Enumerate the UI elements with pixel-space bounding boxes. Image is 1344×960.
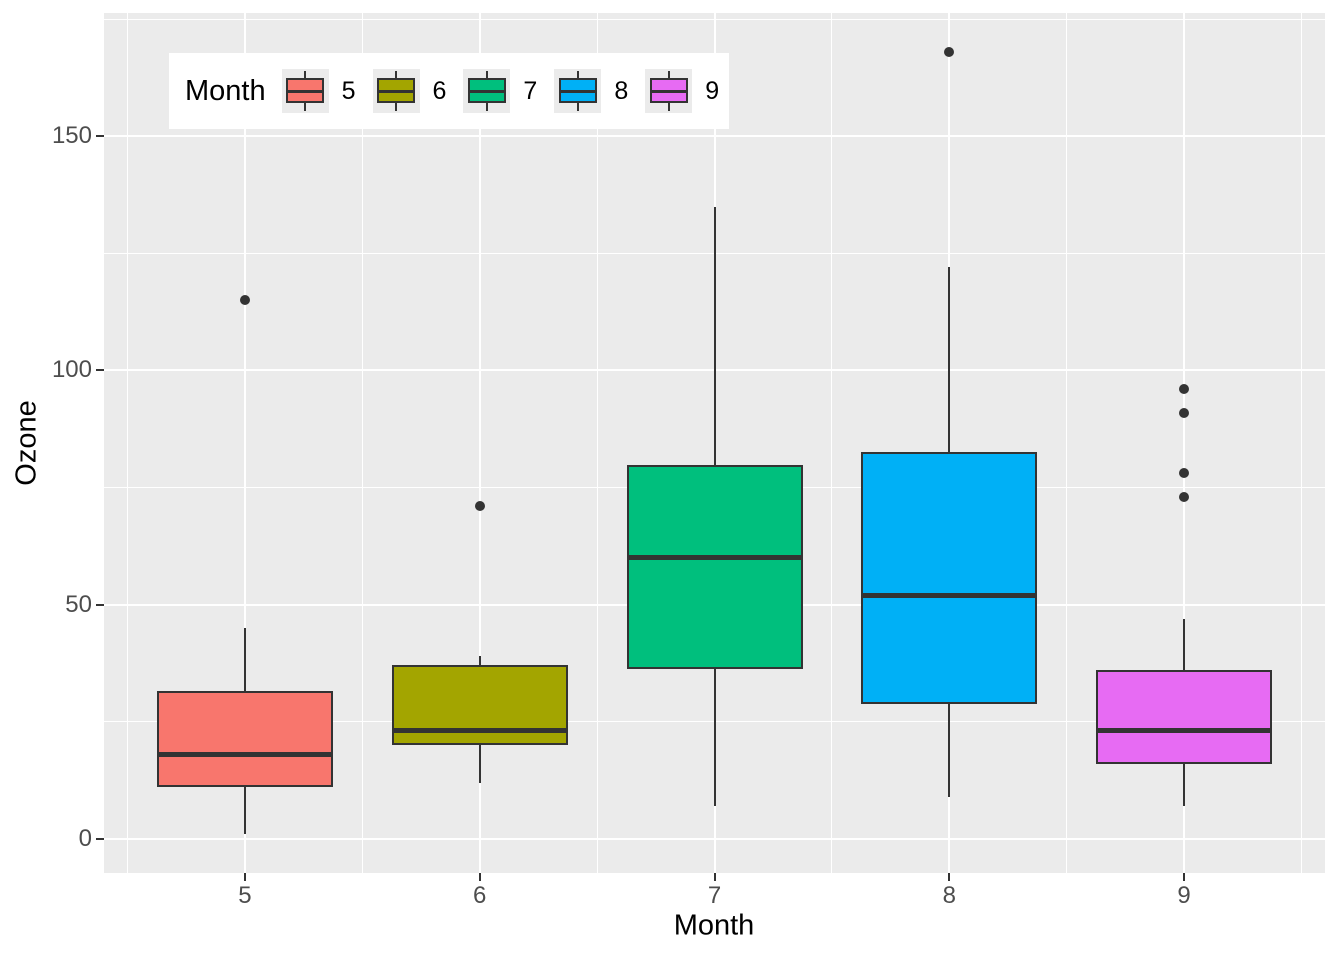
x-minor-gridline xyxy=(596,13,598,873)
legend: Month 5 6 7 8 9 xyxy=(169,53,729,129)
median-line-month-9 xyxy=(1096,728,1273,734)
x-major-gridline xyxy=(243,13,246,873)
boxplot-key-icon xyxy=(554,69,602,113)
x-tick-label: 6 xyxy=(473,882,487,909)
x-major-gridline xyxy=(478,13,481,873)
y-tick-label: 150 xyxy=(51,122,92,150)
legend-keys: 5 6 7 8 9 xyxy=(281,69,737,113)
x-tick-label: 5 xyxy=(238,882,252,909)
boxplot-key-icon xyxy=(463,69,511,113)
x-minor-gridline xyxy=(1301,13,1302,873)
x-major-gridline xyxy=(1183,13,1186,873)
x-minor-gridline xyxy=(127,13,128,873)
x-tick-label: 7 xyxy=(707,882,722,909)
outlier-point xyxy=(1179,384,1190,395)
y-tick-label: 100 xyxy=(51,356,92,384)
upper-whisker xyxy=(948,267,951,453)
y-axis-tick xyxy=(96,603,104,606)
legend-item-month-6: 6 xyxy=(372,69,464,113)
x-tick-label: 8 xyxy=(942,882,956,909)
boxplot-key-icon xyxy=(281,69,329,113)
boxplot-key-icon xyxy=(645,69,693,113)
x-axis-tick xyxy=(948,873,951,881)
x-axis-tick xyxy=(713,873,716,881)
x-minor-gridline xyxy=(361,13,363,873)
legend-label: 6 xyxy=(432,76,447,105)
median-line-month-5 xyxy=(156,751,333,757)
x-minor-gridline xyxy=(1066,13,1068,873)
outlier-point xyxy=(474,501,485,512)
x-axis-tick xyxy=(243,873,246,881)
outlier-point xyxy=(1179,491,1190,502)
boxplot-box-month-7 xyxy=(626,465,803,669)
legend-item-month-5: 5 xyxy=(281,69,373,113)
boxplot-box-month-5 xyxy=(156,691,333,788)
legend-label: 7 xyxy=(523,76,538,105)
upper-whisker xyxy=(713,206,716,466)
upper-whisker xyxy=(478,656,481,666)
median-line-month-8 xyxy=(861,592,1038,598)
y-axis-tick xyxy=(96,369,104,372)
legend-item-month-9: 9 xyxy=(645,69,736,113)
legend-label: 8 xyxy=(614,76,629,105)
y-axis-title: Ozone xyxy=(10,400,43,486)
lower-whisker xyxy=(948,704,951,797)
boxplot-box-month-8 xyxy=(861,452,1038,704)
outlier-point xyxy=(1179,468,1190,479)
legend-label: 5 xyxy=(341,76,356,105)
outlier-point xyxy=(944,47,955,58)
y-tick-label: 50 xyxy=(65,590,92,618)
lower-whisker xyxy=(243,787,246,834)
y-tick-label: 0 xyxy=(78,824,92,852)
legend-title: Month xyxy=(185,74,266,107)
outlier-point xyxy=(1179,407,1190,418)
median-line-month-6 xyxy=(391,728,568,734)
outlier-point xyxy=(239,295,250,306)
lower-whisker xyxy=(1183,763,1186,806)
boxplot-box-month-9 xyxy=(1096,670,1273,764)
x-axis-tick xyxy=(1183,873,1186,881)
x-minor-gridline xyxy=(831,13,833,873)
boxplot-key-icon xyxy=(372,69,420,113)
legend-item-month-7: 7 xyxy=(463,69,554,113)
plot-panel xyxy=(104,13,1325,873)
y-axis-tick xyxy=(96,135,104,138)
x-tick-label: 9 xyxy=(1177,882,1191,909)
lower-whisker xyxy=(713,668,716,806)
x-axis-tick xyxy=(478,873,481,881)
y-axis-tick xyxy=(96,837,104,840)
upper-whisker xyxy=(243,627,246,692)
median-line-month-7 xyxy=(626,555,803,561)
upper-whisker xyxy=(1183,618,1186,671)
x-axis-title: Month xyxy=(673,909,755,942)
lower-whisker xyxy=(478,745,481,783)
legend-label: 9 xyxy=(705,76,720,105)
legend-item-month-8: 8 xyxy=(554,69,645,113)
